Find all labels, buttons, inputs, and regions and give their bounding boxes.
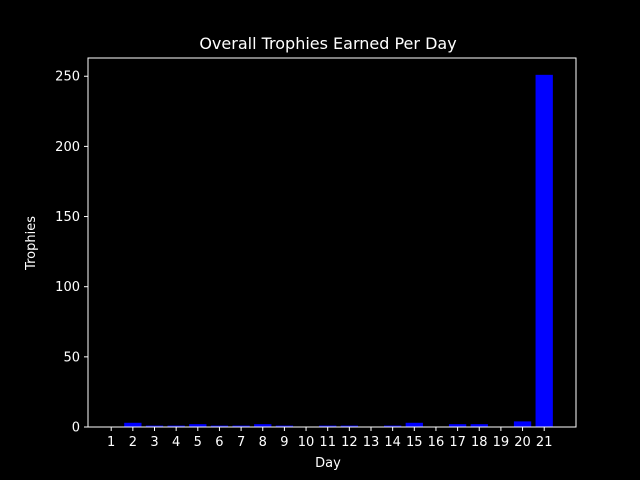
bar-day-8	[254, 424, 272, 427]
x-tick-label: 15	[406, 435, 423, 450]
bar-day-21	[535, 74, 553, 427]
axes-frame	[87, 57, 577, 428]
x-tick-label: 19	[493, 435, 510, 450]
y-tick-label: 250	[55, 70, 80, 85]
y-tick-label: 0	[72, 421, 80, 436]
x-tick-label: 8	[259, 435, 267, 450]
bars-group	[124, 74, 553, 427]
chart-title: Overall Trophies Earned Per Day	[199, 34, 456, 53]
y-axis-ticks: 0 50 100 150 200 250	[55, 70, 88, 436]
bar-day-6	[210, 425, 229, 427]
x-tick-label: 20	[514, 435, 531, 450]
x-tick-label: 12	[341, 435, 358, 450]
bar-day-18	[470, 424, 488, 427]
bar-day-17	[448, 424, 467, 427]
x-tick-label: 10	[298, 435, 315, 450]
x-tick-label: 7	[237, 435, 245, 450]
x-tick-label: 11	[319, 435, 336, 450]
x-tick-label: 21	[536, 435, 553, 450]
bar-day-9	[275, 425, 294, 427]
y-axis-label: Trophies	[24, 216, 39, 271]
x-tick-label: 14	[384, 435, 401, 450]
bar-day-7	[232, 425, 250, 427]
x-tick-label: 17	[449, 435, 466, 450]
x-tick-label: 2	[129, 435, 137, 450]
x-tick-label: 5	[194, 435, 202, 450]
bar-day-4	[167, 425, 185, 427]
bar-day-5	[189, 424, 207, 427]
bar-day-3	[145, 425, 164, 427]
x-tick-label: 4	[172, 435, 180, 450]
bar-day-2	[124, 422, 142, 427]
bar-day-12	[340, 425, 358, 427]
x-tick-label: 16	[428, 435, 445, 450]
x-axis-ticks: 1 2 3 4 5 6 7 8 9 10 11 12 13 14 15 16 17 18 19 20 21	[107, 427, 552, 450]
x-tick-label: 9	[280, 435, 288, 450]
x-tick-label: 3	[150, 435, 158, 450]
x-tick-label: 18	[471, 435, 488, 450]
y-tick-label: 50	[63, 350, 80, 365]
bar-day-20	[513, 421, 532, 427]
bar-day-14	[384, 425, 402, 427]
bar-day-15	[405, 422, 423, 427]
bar-day-11	[319, 425, 337, 427]
y-tick-label: 100	[55, 280, 80, 295]
x-tick-label: 6	[215, 435, 223, 450]
y-tick-label: 200	[55, 140, 80, 155]
x-axis-label: Day	[315, 456, 341, 471]
x-tick-label: 1	[107, 435, 115, 450]
y-tick-label: 150	[55, 210, 80, 225]
x-tick-label: 13	[363, 435, 380, 450]
